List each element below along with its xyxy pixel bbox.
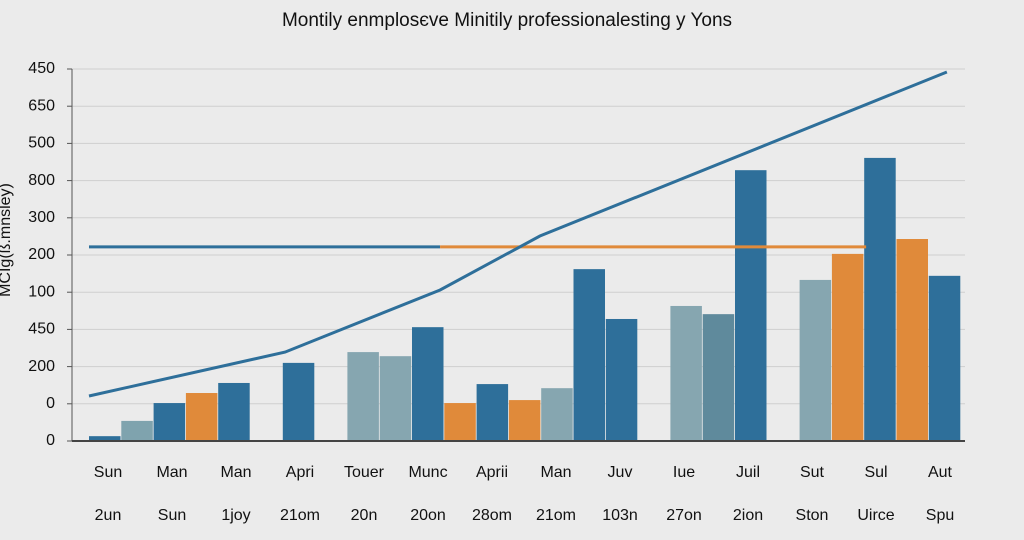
x-tick-label: Aut bbox=[928, 464, 953, 481]
x-tick-label: Aprii bbox=[476, 464, 508, 481]
bar bbox=[412, 327, 444, 441]
bar bbox=[799, 279, 832, 441]
bar bbox=[347, 352, 379, 441]
x-tick-sublabel: Sun bbox=[158, 507, 186, 524]
x-tick-label: Sul bbox=[864, 464, 887, 481]
x-tick-sublabel: Spu bbox=[926, 507, 954, 524]
y-tick-label: 0 bbox=[46, 395, 55, 412]
bar bbox=[89, 436, 121, 441]
x-tick-label: Man bbox=[220, 464, 251, 481]
bar bbox=[444, 403, 476, 441]
bar bbox=[185, 393, 218, 441]
x-tick-sublabel: 28om bbox=[472, 507, 512, 524]
bar bbox=[282, 362, 315, 441]
bar bbox=[508, 400, 541, 441]
y-tick-label: 0 bbox=[46, 432, 55, 449]
x-tick-sublabel: 27on bbox=[666, 507, 702, 524]
x-tick-label: Juil bbox=[736, 464, 760, 481]
bar bbox=[379, 356, 412, 441]
y-tick-label: 450 bbox=[28, 60, 55, 77]
x-tick-label: Juv bbox=[608, 464, 633, 481]
bar bbox=[541, 388, 573, 441]
bar bbox=[896, 239, 928, 441]
bar bbox=[121, 420, 153, 441]
x-tick-sublabel: 2un bbox=[95, 507, 122, 524]
y-tick-label: 500 bbox=[28, 135, 55, 152]
y-tick-label: 200 bbox=[28, 246, 55, 263]
x-tick-sublabel: Uirce bbox=[857, 507, 894, 524]
x-tick-label: Apri bbox=[286, 464, 314, 481]
bar bbox=[702, 314, 735, 441]
x-tick-sublabel: Ston bbox=[796, 507, 829, 524]
chart-title: Montily enmplosєve Minitily professional… bbox=[282, 10, 732, 31]
bar bbox=[476, 384, 509, 441]
x-tick-sublabel: 21om bbox=[536, 507, 576, 524]
bar bbox=[153, 403, 186, 441]
x-tick-label: Munc bbox=[408, 464, 447, 481]
x-tick-sublabel: 20on bbox=[410, 507, 446, 524]
bar bbox=[928, 275, 961, 441]
x-tick-sublabel: 21om bbox=[280, 507, 320, 524]
x-tick-label: Touer bbox=[344, 464, 385, 481]
x-tick-label: Man bbox=[156, 464, 187, 481]
x-tick-label: Sun bbox=[94, 464, 122, 481]
y-tick-label: 100 bbox=[28, 283, 55, 300]
y-tick-label: 800 bbox=[28, 172, 55, 189]
x-tick-sublabel: 1joy bbox=[221, 507, 250, 524]
x-tick-sublabel: 20n bbox=[351, 507, 378, 524]
bar bbox=[735, 170, 767, 441]
x-tick-sublabel: 103n bbox=[602, 507, 638, 524]
bar bbox=[573, 269, 605, 441]
x-tick-label: Sut bbox=[800, 464, 825, 481]
y-axis-label: MCIg(ß.mnsley) bbox=[0, 183, 14, 297]
bar bbox=[831, 253, 864, 441]
bar bbox=[670, 305, 702, 441]
y-tick-label: 450 bbox=[28, 321, 55, 338]
bar bbox=[864, 157, 896, 441]
x-tick-sublabel: 2ion bbox=[733, 507, 763, 524]
x-tick-label: Iue bbox=[673, 464, 695, 481]
y-tick-label: 650 bbox=[28, 97, 55, 114]
y-tick-label: 200 bbox=[28, 358, 55, 375]
line bbox=[88, 70, 948, 398]
bar bbox=[605, 318, 638, 441]
y-tick-label: 300 bbox=[28, 209, 55, 226]
x-tick-label: Man bbox=[540, 464, 571, 481]
bar bbox=[218, 382, 250, 441]
